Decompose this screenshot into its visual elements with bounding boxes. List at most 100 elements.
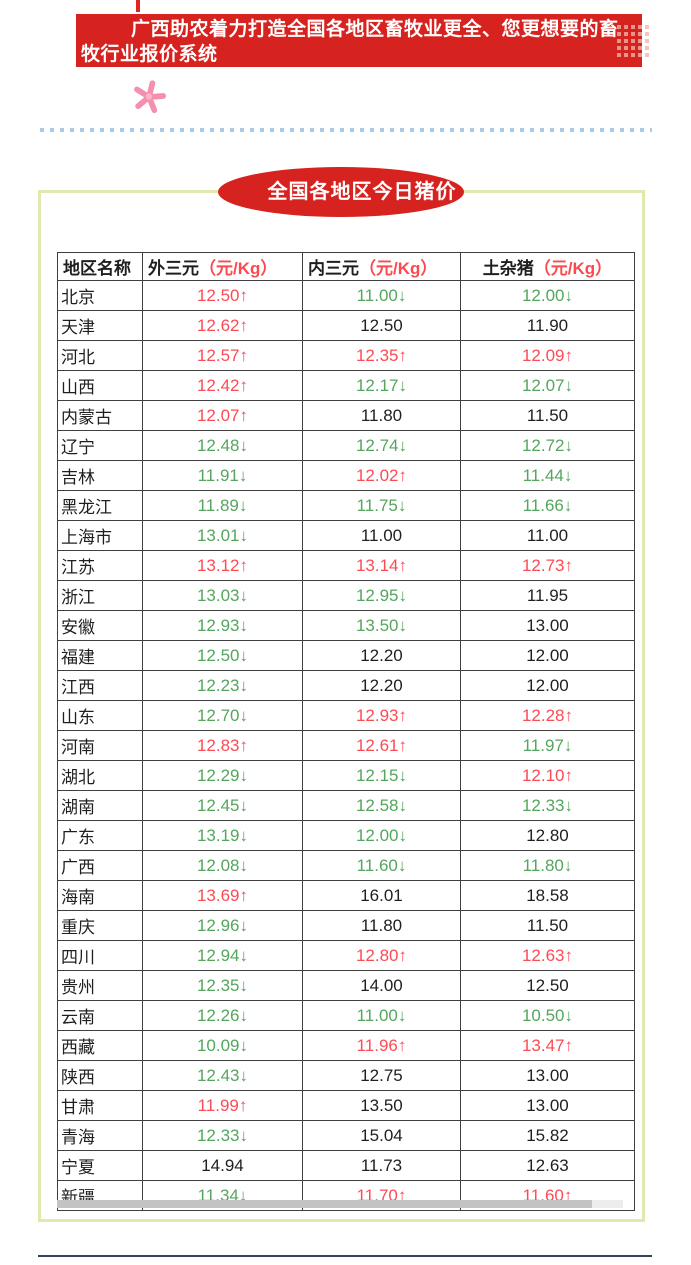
table-row: 江西 12.23↓ 12.20 12.00 — [57, 670, 635, 701]
price-cell: 12.00 — [460, 670, 635, 701]
price-cell: 18.58 — [460, 880, 635, 911]
column-header-label: 地区名称 — [63, 259, 131, 278]
price-cell: 12.73↑ — [460, 550, 635, 581]
price-cell: 13.00 — [460, 1090, 635, 1121]
price-cell: 12.80↑ — [302, 940, 461, 971]
price-table-header-row: 地区名称 外三元（元/Kg） 内三元（元/Kg） 土杂猪（元/Kg） — [57, 252, 635, 281]
starfish-icon — [134, 80, 167, 114]
table-row: 云南 12.26↓ 11.00↓ 10.50↓ — [57, 1000, 635, 1031]
price-cell: 12.70↓ — [142, 700, 303, 731]
price-cell: 13.01↓ — [142, 520, 303, 551]
price-cell: 14.00 — [302, 970, 461, 1001]
region-cell: 重庆 — [57, 910, 143, 941]
table-row: 吉林 11.91↓ 12.02↑ 11.44↓ — [57, 460, 635, 491]
price-cell: 12.07↓ — [460, 370, 635, 401]
region-cell: 黑龙江 — [57, 490, 143, 521]
price-cell: 12.72↓ — [460, 430, 635, 461]
price-cell: 12.26↓ — [142, 1000, 303, 1031]
region-cell: 云南 — [57, 1000, 143, 1031]
price-cell: 13.14↑ — [302, 550, 461, 581]
board-title-badge: 全国各地区今日猪价 — [218, 167, 464, 217]
table-row: 上海市 13.01↓ 11.00 11.00 — [57, 520, 635, 551]
decor-bottom-line — [38, 1255, 652, 1257]
table-row: 黑龙江 11.89↓ 11.75↓ 11.66↓ — [57, 490, 635, 521]
table-row: 广西 12.08↓ 11.60↓ 11.80↓ — [57, 850, 635, 881]
price-cell: 12.33↓ — [460, 790, 635, 821]
price-cell: 12.29↓ — [142, 760, 303, 791]
promo-banner: 广西助农着力打造全国各地区畜牧业更全、您更想要的畜牧行业报价系统 — [76, 14, 642, 67]
price-cell: 12.48↓ — [142, 430, 303, 461]
price-cell: 13.69↑ — [142, 880, 303, 911]
price-cell: 12.00 — [460, 640, 635, 671]
region-cell: 江苏 — [57, 550, 143, 581]
table-row: 福建 12.50↓ 12.20 12.00 — [57, 640, 635, 671]
price-cell: 12.96↓ — [142, 910, 303, 941]
price-cell: 12.62↑ — [142, 310, 303, 341]
price-cell: 12.63↑ — [460, 940, 635, 971]
table-row: 湖北 12.29↓ 12.15↓ 12.10↑ — [57, 760, 635, 791]
price-cell: 12.02↑ — [302, 460, 461, 491]
column-header-label: 内三元 — [308, 259, 359, 278]
price-cell: 11.90 — [460, 310, 635, 341]
price-cell: 12.35↑ — [302, 340, 461, 371]
price-cell: 12.00↓ — [302, 820, 461, 851]
table-row: 贵州 12.35↓ 14.00 12.50 — [57, 970, 635, 1001]
price-cell: 12.20 — [302, 640, 461, 671]
price-cell: 12.75 — [302, 1060, 461, 1091]
table-row: 河南 12.83↑ 12.61↑ 11.97↓ — [57, 730, 635, 761]
price-cell: 12.15↓ — [302, 760, 461, 791]
price-table-body: 北京 12.50↑ 11.00↓ 12.00↓ 天津 12.62↑ 12.50 … — [57, 280, 635, 1211]
region-cell: 湖南 — [57, 790, 143, 821]
price-cell: 15.04 — [302, 1120, 461, 1151]
price-cell: 12.57↑ — [142, 340, 303, 371]
price-cell: 13.50 — [302, 1090, 461, 1121]
region-cell: 福建 — [57, 640, 143, 671]
table-row: 内蒙古 12.07↑ 11.80 11.50 — [57, 400, 635, 431]
horizontal-scrollbar[interactable] — [57, 1200, 623, 1208]
table-row: 西藏 10.09↓ 11.96↑ 13.47↑ — [57, 1030, 635, 1061]
price-cell: 12.35↓ — [142, 970, 303, 1001]
region-cell: 北京 — [57, 280, 143, 311]
price-cell: 12.95↓ — [302, 580, 461, 611]
region-cell: 山东 — [57, 700, 143, 731]
price-cell: 11.75↓ — [302, 490, 461, 521]
price-cell: 15.82 — [460, 1120, 635, 1151]
price-cell: 11.80 — [302, 910, 461, 941]
price-cell: 11.80↓ — [460, 850, 635, 881]
price-cell: 12.08↓ — [142, 850, 303, 881]
table-row: 湖南 12.45↓ 12.58↓ 12.33↓ — [57, 790, 635, 821]
region-cell: 浙江 — [57, 580, 143, 611]
region-cell: 天津 — [57, 310, 143, 341]
region-cell: 海南 — [57, 880, 143, 911]
region-cell: 贵州 — [57, 970, 143, 1001]
price-cell: 11.91↓ — [142, 460, 303, 491]
price-cell: 11.66↓ — [460, 490, 635, 521]
price-cell: 11.97↓ — [460, 730, 635, 761]
region-cell: 安徽 — [57, 610, 143, 641]
price-cell: 12.23↓ — [142, 670, 303, 701]
price-cell: 11.73 — [302, 1150, 461, 1181]
price-cell: 12.50 — [460, 970, 635, 1001]
region-cell: 广东 — [57, 820, 143, 851]
price-table: 地区名称 外三元（元/Kg） 内三元（元/Kg） 土杂猪（元/Kg） 北京 12.50… — [57, 252, 635, 1211]
price-cell: 11.95 — [460, 580, 635, 611]
price-cell: 13.50↓ — [302, 610, 461, 641]
column-header-label: 土杂猪 — [482, 259, 534, 278]
price-cell: 12.00↓ — [460, 280, 635, 311]
region-cell: 山西 — [57, 370, 143, 401]
table-row: 安徽 12.93↓ 13.50↓ 13.00 — [57, 610, 635, 641]
price-cell: 11.44↓ — [460, 460, 635, 491]
region-cell: 河南 — [57, 730, 143, 761]
table-row: 重庆 12.96↓ 11.80 11.50 — [57, 910, 635, 941]
price-cell: 11.00 — [460, 520, 635, 551]
table-row: 四川 12.94↓ 12.80↑ 12.63↑ — [57, 940, 635, 971]
price-cell: 10.50↓ — [460, 1000, 635, 1031]
column-header: 地区名称 — [57, 252, 143, 281]
price-cell: 12.80 — [460, 820, 635, 851]
table-row: 甘肃 11.99↑ 13.50 13.00 — [57, 1090, 635, 1121]
table-row: 宁夏 14.94 11.73 12.63 — [57, 1150, 635, 1181]
table-row: 江苏 13.12↑ 13.14↑ 12.73↑ — [57, 550, 635, 581]
region-cell: 陕西 — [57, 1060, 143, 1091]
scrollbar-thumb[interactable] — [57, 1200, 592, 1208]
